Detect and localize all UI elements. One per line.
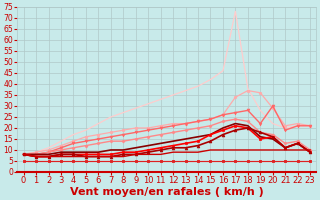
X-axis label: Vent moyen/en rafales ( km/h ): Vent moyen/en rafales ( km/h ) xyxy=(70,187,264,197)
